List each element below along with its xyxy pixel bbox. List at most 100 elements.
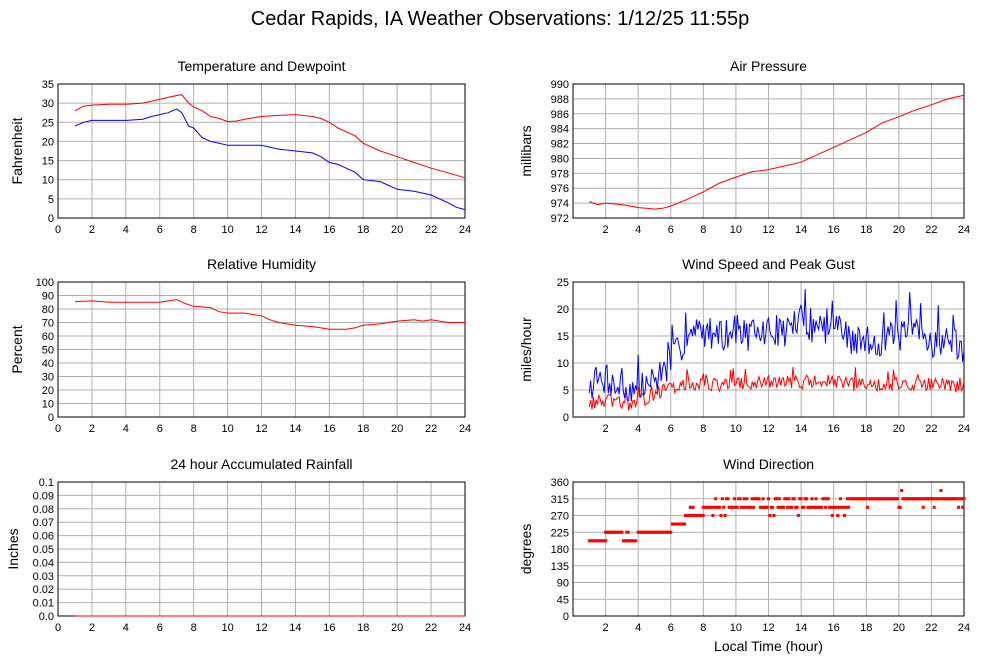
direction-point <box>837 505 841 509</box>
direction-point <box>836 514 840 517</box>
x-tick-label: 18 <box>860 423 872 435</box>
direction-point <box>768 514 772 517</box>
x-tick-label: 14 <box>289 224 301 236</box>
direction-point <box>604 539 608 543</box>
direction-point <box>742 497 746 501</box>
y-tick-label: 986 <box>551 109 569 121</box>
direction-point <box>712 505 716 509</box>
y-tick-label: 10 <box>42 399 54 411</box>
x-tick-label: 16 <box>323 224 335 236</box>
direction-point <box>752 505 756 509</box>
x-tick-label: 10 <box>730 423 742 435</box>
x-tick-label: 8 <box>700 224 706 236</box>
direction-point <box>771 505 775 509</box>
direction-point <box>920 497 924 501</box>
x-tick-label: 0 <box>55 622 61 634</box>
x-tick-label: 22 <box>925 224 937 236</box>
x-tick-label: 4 <box>123 423 129 435</box>
x-tick-label: 14 <box>289 622 301 634</box>
x-tick-label: 24 <box>459 224 471 236</box>
x-tick-label: 18 <box>357 224 369 236</box>
direction-point <box>957 505 961 509</box>
page-title: Cedar Rapids, IA Weather Observations: 1… <box>250 8 750 30</box>
y-tick-label: 0 <box>563 412 569 424</box>
direction-point <box>834 505 838 509</box>
direction-point <box>757 497 761 501</box>
y-tick-label: 0.02 <box>33 584 54 596</box>
direction-point <box>796 514 800 517</box>
direction-point <box>701 514 705 517</box>
direction-point <box>743 505 747 509</box>
direction-point <box>634 539 638 543</box>
direction-point <box>843 514 847 517</box>
y-axis-label: millibars <box>518 125 534 176</box>
direction-point <box>683 522 687 526</box>
y-tick-label: 0.08 <box>33 504 54 516</box>
x-tick-label: 20 <box>893 224 905 236</box>
chart-title: Wind Direction <box>723 456 814 472</box>
direction-point <box>931 497 935 501</box>
direction-point <box>626 530 630 534</box>
direction-point <box>761 497 765 501</box>
x-tick-label: 6 <box>668 423 674 435</box>
y-tick-label: 0.1 <box>39 477 54 489</box>
direction-point <box>844 505 848 509</box>
direction-point <box>750 497 754 501</box>
x-tick-label: 16 <box>323 423 335 435</box>
x-tick-label: 0 <box>55 423 61 435</box>
y-tick-label: 25 <box>557 277 569 289</box>
y-axis-label: Inches <box>5 528 21 569</box>
y-tick-label: 45 <box>557 594 569 606</box>
x-tick-label: 22 <box>925 423 937 435</box>
y-tick-label: 0.04 <box>33 557 54 569</box>
y-tick-label: 315 <box>551 494 569 506</box>
y-tick-label: 5 <box>563 385 569 397</box>
direction-point <box>813 505 817 509</box>
direction-point <box>829 505 833 509</box>
direction-point <box>895 497 899 501</box>
x-tick-label: 12 <box>762 423 774 435</box>
x-tick-label: 0 <box>55 224 61 236</box>
x-tick-label: 8 <box>191 622 197 634</box>
direction-point <box>745 497 749 501</box>
y-tick-label: 0 <box>48 213 54 225</box>
direction-point <box>787 497 791 501</box>
y-tick-label: 0 <box>563 611 569 623</box>
direction-point <box>792 497 796 501</box>
y-tick-label: 0.06 <box>33 531 54 543</box>
y-tick-label: 70 <box>42 318 54 330</box>
x-tick-label: 12 <box>762 224 774 236</box>
x-tick-label: 20 <box>391 423 403 435</box>
y-tick-label: 90 <box>42 291 54 303</box>
series-line-red <box>589 94 965 210</box>
x-tick-label: 12 <box>255 224 267 236</box>
direction-point <box>669 530 673 534</box>
direction-point <box>772 514 776 517</box>
y-tick-label: 0.09 <box>33 490 54 502</box>
plot-frame <box>572 481 965 617</box>
y-tick-label: 30 <box>42 98 54 110</box>
direction-point <box>921 505 925 509</box>
x-tick-label: 2 <box>603 423 609 435</box>
y-tick-label: 60 <box>42 331 54 343</box>
direction-point <box>714 497 718 501</box>
y-tick-label: 984 <box>551 124 569 136</box>
x-tick-label: 4 <box>123 224 129 236</box>
x-tick-label: 4 <box>635 423 641 435</box>
direction-point <box>822 497 826 501</box>
chart-temp: Temperature and Dewpoint Fahrenheit 0 5 10 15… <box>9 58 471 236</box>
direction-point <box>845 497 849 501</box>
direction-point <box>841 505 845 509</box>
plot-frame <box>572 281 965 418</box>
direction-point <box>900 489 904 493</box>
direction-point <box>939 489 943 493</box>
direction-point <box>809 505 813 509</box>
direction-point <box>709 505 713 509</box>
y-tick-label: 90 <box>557 578 569 590</box>
x-tick-label: 6 <box>157 423 163 435</box>
direction-point <box>961 505 965 509</box>
direction-point <box>720 497 724 501</box>
direction-point <box>749 505 753 509</box>
x-tick-label: 24 <box>958 423 970 435</box>
